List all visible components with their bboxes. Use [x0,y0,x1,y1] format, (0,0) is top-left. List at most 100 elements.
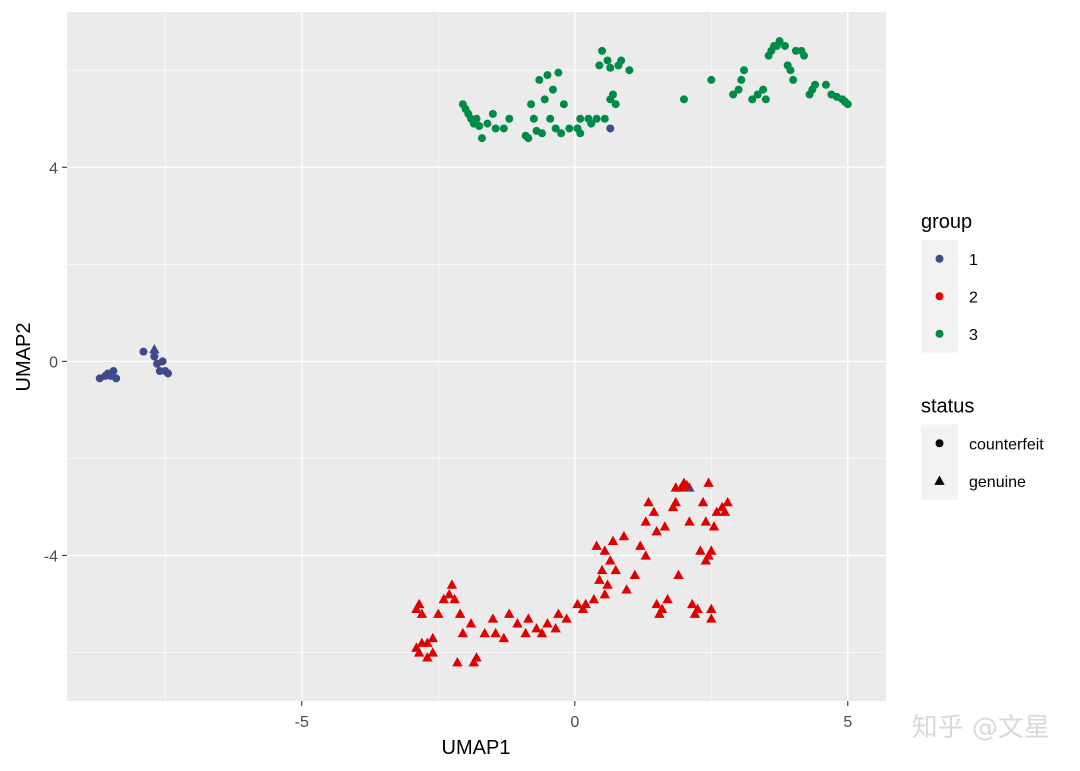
point-group2-genuine [676,482,687,492]
y-tick-label: 4 [49,160,58,177]
point-group2-genuine [700,555,712,565]
point-group3-counterfeit [592,114,601,123]
point-group2-genuine [708,521,720,531]
point-group3-counterfeit [707,75,716,84]
legend-key-3 [935,329,944,338]
point-group3-counterfeit [472,114,481,123]
watermark-text: 知乎 @文星 [912,713,1050,743]
point-group2-genuine [670,496,681,507]
point-group3-counterfeit [595,61,604,70]
point-group1-genuine [149,344,160,354]
point-group2-genuine [654,608,665,618]
legend-key-genuine [934,475,945,485]
point-group2-genuine [662,593,673,604]
point-group3-counterfeit [740,66,749,75]
point-group3-counterfeit [554,68,563,77]
point-group3-counterfeit [729,90,738,99]
point-group3-counterfeit [780,41,789,50]
x-axis-title: UMAP1 [442,737,511,759]
point-group2-genuine [531,623,542,633]
point-group3-counterfeit [753,90,762,99]
point-group1-counterfeit [109,367,118,376]
point-group2-genuine [523,613,534,623]
point-group2-genuine [599,589,611,599]
point-group3-counterfeit [775,37,784,46]
point-group2-genuine [413,598,425,609]
point-group2-genuine [651,598,662,609]
point-group1-counterfeit [164,369,173,378]
point-group2-genuine [449,593,460,604]
point-group3-counterfeit [499,124,508,133]
legend-title-status: status [921,396,974,418]
point-group1-counterfeit [150,352,159,361]
point-group1-counterfeit [112,374,121,383]
point-group2-genuine [703,477,714,487]
point-group3-counterfeit [538,129,547,138]
point-group2-genuine [422,652,433,662]
legend-label-counterfeit: counterfeit [969,436,1044,453]
point-group2-genuine [553,608,564,618]
point-group2-genuine [706,613,717,623]
point-group3-counterfeit [600,114,609,123]
point-group2-genuine [471,652,482,662]
point-group3-counterfeit [576,129,585,138]
y-tick-label: -4 [44,548,58,565]
point-group3-counterfeit [625,66,634,75]
point-group1-counterfeit [158,357,167,366]
point-group2-genuine [706,603,717,613]
point-group3-counterfeit [748,95,757,104]
point-group3-counterfeit [734,85,743,94]
point-group3-counterfeit [737,75,746,84]
point-group3-counterfeit [617,56,626,65]
point-group2-genuine [498,632,509,643]
point-group2-genuine [411,603,422,613]
point-group2-genuine [599,545,611,555]
point-group3-counterfeit [843,100,852,109]
legend-key-2 [935,292,944,301]
point-group2-genuine [550,623,561,633]
point-group3-counterfeit [543,71,552,80]
point-group1-counterfeit [606,124,615,133]
point-group2-genuine [433,608,444,618]
point-group2-genuine [602,579,613,589]
point-group2-genuine [640,550,651,560]
point-group3-counterfeit [483,119,492,128]
legend-key-counterfeit [935,439,944,448]
point-group3-counterfeit [821,80,830,89]
point-group2-genuine [594,574,605,584]
legend-label-3: 3 [969,327,978,344]
point-group3-counterfeit [811,80,820,89]
point-group3-counterfeit [598,46,607,55]
point-group2-genuine [719,506,731,516]
point-group2-genuine [651,525,662,536]
point-group2-genuine [692,603,703,613]
point-group3-counterfeit [505,114,514,123]
point-group2-genuine [479,627,490,638]
point-group2-genuine [457,627,469,638]
point-group3-counterfeit [679,95,688,104]
point-group3-counterfeit [535,75,544,84]
legend-key-background [921,424,958,500]
point-group2-genuine [561,613,572,623]
point-group2-genuine [588,593,600,604]
point-group3-counterfeit [603,56,612,65]
legend-title-group: group [921,211,972,233]
point-group3-counterfeit [551,124,560,133]
point-group3-counterfeit [611,100,620,109]
point-group2-genuine [536,627,548,638]
point-group3-counterfeit [559,100,568,109]
point-group3-counterfeit [789,75,798,84]
point-group2-genuine [438,593,449,604]
point-group2-genuine [454,608,466,618]
point-group3-counterfeit [761,95,770,104]
point-group2-genuine [700,516,712,526]
point-group3-counterfeit [587,119,596,128]
point-group2-genuine [468,656,479,667]
point-group2-genuine [487,613,499,623]
x-tick-label: 5 [843,714,852,731]
point-group2-genuine [648,506,660,516]
point-group2-genuine [591,540,602,550]
point-group2-genuine [427,647,439,657]
point-group2-genuine [681,479,692,490]
point-group2-genuine [706,545,717,555]
